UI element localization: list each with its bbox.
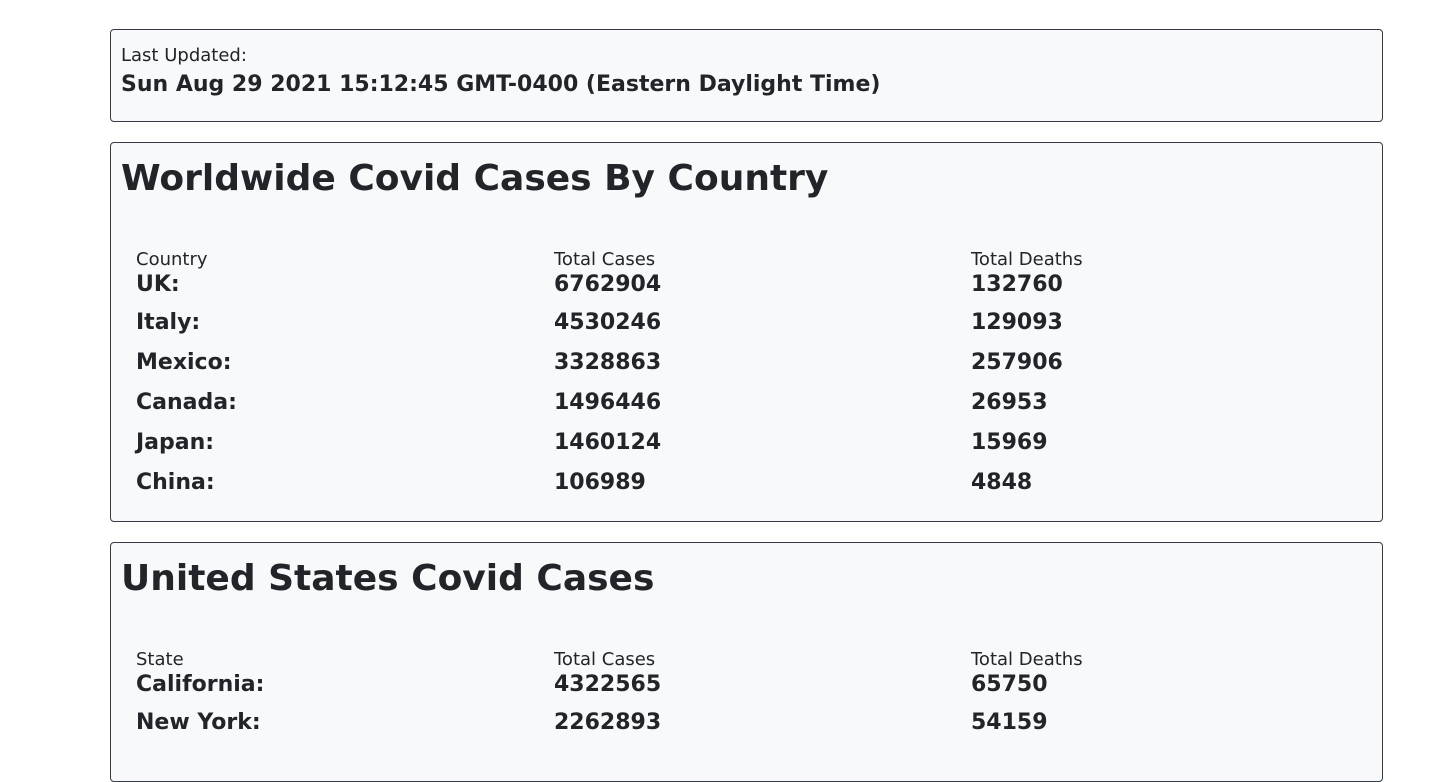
state-name: New York: <box>136 710 261 735</box>
us-cases-title: United States Covid Cases <box>121 558 655 599</box>
header-total-deaths: Total Deaths <box>971 249 1083 270</box>
country-total-deaths: 132760 <box>971 272 1063 297</box>
last-updated-card: Last Updated: Sun Aug 29 2021 15:12:45 G… <box>110 29 1383 122</box>
last-updated-value: Sun Aug 29 2021 15:12:45 GMT-0400 (Easte… <box>121 72 881 97</box>
country-name: Canada: <box>136 390 237 415</box>
country-name: Japan: <box>136 430 215 455</box>
header-total-deaths: Total Deaths <box>971 649 1083 670</box>
country-name: UK: <box>136 272 180 297</box>
country-total-cases: 1496446 <box>554 390 662 415</box>
state-total-deaths: 65750 <box>971 672 1048 697</box>
us-cases-table: State Total Cases Total Deaths Californi… <box>136 643 1376 743</box>
country-total-cases: 1460124 <box>554 430 662 455</box>
country-total-deaths: 26953 <box>971 390 1048 415</box>
table-row: Mexico: 3328863 257906 <box>136 343 1376 383</box>
table-row: Japan: 1460124 15969 <box>136 423 1376 463</box>
table-row: UK: 6762904 132760 <box>136 271 1376 303</box>
country-total-cases: 106989 <box>554 470 646 495</box>
state-total-cases: 2262893 <box>554 710 662 735</box>
country-total-cases: 4530246 <box>554 310 662 335</box>
worldwide-cases-table: Country Total Cases Total Deaths UK: 676… <box>136 243 1376 503</box>
country-name: Mexico: <box>136 350 232 375</box>
country-total-deaths: 257906 <box>971 350 1063 375</box>
table-row: China: 106989 4848 <box>136 463 1376 503</box>
country-total-deaths: 4848 <box>971 470 1033 495</box>
table-row: Canada: 1496446 26953 <box>136 383 1376 423</box>
header-total-cases: Total Cases <box>554 249 656 270</box>
header-total-cases: Total Cases <box>554 649 656 670</box>
country-total-deaths: 15969 <box>971 430 1048 455</box>
header-country: Country <box>136 249 208 270</box>
us-cases-card: United States Covid Cases State Total Ca… <box>110 542 1383 782</box>
country-total-cases: 6762904 <box>554 272 662 297</box>
worldwide-cases-title: Worldwide Covid Cases By Country <box>121 158 829 199</box>
table-header-row: Country Total Cases Total Deaths <box>136 243 1376 271</box>
country-name: Italy: <box>136 310 201 335</box>
state-total-deaths: 54159 <box>971 710 1048 735</box>
state-name: California: <box>136 672 265 697</box>
state-total-cases: 4322565 <box>554 672 662 697</box>
table-row: Italy: 4530246 129093 <box>136 303 1376 343</box>
table-row: California: 4322565 65750 <box>136 671 1376 703</box>
country-total-deaths: 129093 <box>971 310 1063 335</box>
table-header-row: State Total Cases Total Deaths <box>136 643 1376 671</box>
worldwide-cases-card: Worldwide Covid Cases By Country Country… <box>110 142 1383 522</box>
table-row: New York: 2262893 54159 <box>136 703 1376 743</box>
last-updated-label: Last Updated: <box>121 45 247 66</box>
country-total-cases: 3328863 <box>554 350 662 375</box>
country-name: China: <box>136 470 215 495</box>
header-state: State <box>136 649 184 670</box>
